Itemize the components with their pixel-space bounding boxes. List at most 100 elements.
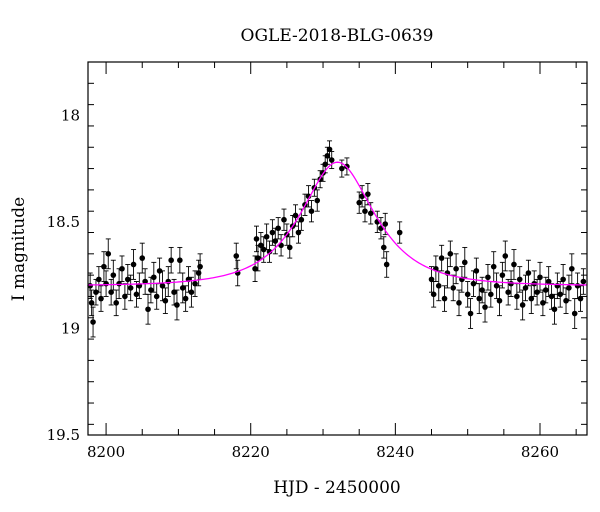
data-point — [253, 236, 260, 242]
data-point — [380, 244, 387, 251]
y-axis-ticks: 18 18.5 19 19.5 — [47, 61, 587, 444]
data-point — [174, 302, 180, 308]
data-point — [499, 272, 506, 278]
data-point — [188, 289, 195, 295]
data-point — [148, 287, 154, 293]
y-tick-label: 18.5 — [47, 213, 80, 231]
data-point — [260, 246, 267, 253]
data-point — [139, 255, 146, 261]
x-tick-label: 8260 — [521, 443, 559, 461]
data-point — [528, 295, 535, 302]
data-point — [571, 310, 578, 317]
data-point — [130, 261, 137, 268]
data-point — [493, 283, 500, 289]
data-point — [511, 261, 517, 268]
data-point — [255, 255, 261, 261]
data-point — [537, 274, 543, 281]
data-point — [563, 297, 569, 304]
data-point — [476, 295, 483, 302]
data-point — [482, 304, 488, 310]
data-point — [195, 270, 202, 276]
data-point — [467, 310, 474, 317]
data-point — [461, 259, 468, 266]
data-point — [525, 270, 532, 276]
data-point — [162, 297, 169, 304]
data-point — [263, 233, 270, 240]
data-point — [367, 210, 374, 217]
data-point — [514, 293, 520, 300]
data-point — [551, 306, 558, 313]
data-point — [566, 285, 572, 291]
data-point — [156, 268, 163, 274]
data-point — [496, 297, 503, 304]
data-point — [516, 276, 523, 283]
data-point — [490, 263, 497, 270]
data-point — [258, 242, 264, 249]
y-tick-label: 18 — [61, 106, 80, 124]
y-tick-label: 19 — [61, 319, 80, 337]
data-point — [545, 278, 552, 285]
x-tick-label: 8240 — [376, 443, 414, 461]
data-point — [519, 302, 526, 308]
data-point — [464, 291, 471, 298]
data-point — [142, 278, 148, 285]
data-point — [124, 276, 131, 283]
plot-area — [87, 140, 588, 338]
data-point — [441, 295, 448, 302]
chart-title: OGLE-2018-BLG-0639 — [241, 26, 434, 46]
data-point — [540, 300, 546, 306]
data-point — [362, 208, 368, 214]
data-point — [179, 285, 186, 291]
data-point — [151, 274, 157, 281]
data-point — [450, 285, 457, 291]
data-point — [127, 285, 134, 291]
data-point — [295, 229, 302, 236]
data-point — [456, 300, 462, 306]
data-point — [479, 287, 485, 293]
data-point — [292, 212, 299, 219]
data-point — [98, 295, 104, 302]
data-point — [365, 191, 371, 197]
data-point — [177, 257, 183, 264]
data-point — [560, 276, 566, 283]
data-point — [508, 280, 514, 287]
data-point — [90, 319, 96, 325]
data-point — [569, 265, 575, 272]
data-point — [252, 265, 258, 272]
data-point — [542, 287, 549, 293]
data-point — [168, 257, 174, 264]
data-point — [286, 244, 293, 251]
x-axis-label: HJD - 2450000 — [273, 478, 401, 498]
model-curve — [87, 161, 588, 286]
data-point — [356, 199, 362, 206]
data-point — [314, 197, 321, 204]
data-point — [159, 283, 166, 289]
y-axis-label: I magnitude — [9, 197, 29, 301]
data-point — [548, 293, 555, 300]
data-point — [505, 289, 511, 295]
data-point — [298, 216, 305, 223]
data-point — [119, 265, 125, 272]
x-axis-ticks: 8200 8220 8240 8260 — [87, 62, 577, 461]
data-point — [269, 229, 276, 236]
data-point — [557, 291, 564, 298]
data-point — [101, 263, 107, 270]
data-point — [88, 300, 95, 306]
data-point — [447, 251, 454, 257]
data-point — [488, 291, 494, 298]
data-point — [165, 278, 172, 285]
data-point — [233, 253, 240, 259]
data-point — [272, 238, 279, 244]
data-point — [197, 263, 203, 270]
data-point — [266, 248, 273, 255]
data-point — [105, 251, 112, 257]
data-point — [326, 146, 333, 153]
data-point — [430, 291, 437, 298]
data-point — [485, 274, 491, 281]
y-tick-label: 19.5 — [47, 426, 80, 444]
data-point — [522, 285, 529, 291]
data-point — [324, 152, 331, 159]
data-point — [113, 300, 120, 306]
data-point — [153, 293, 160, 300]
data-point — [428, 276, 435, 283]
